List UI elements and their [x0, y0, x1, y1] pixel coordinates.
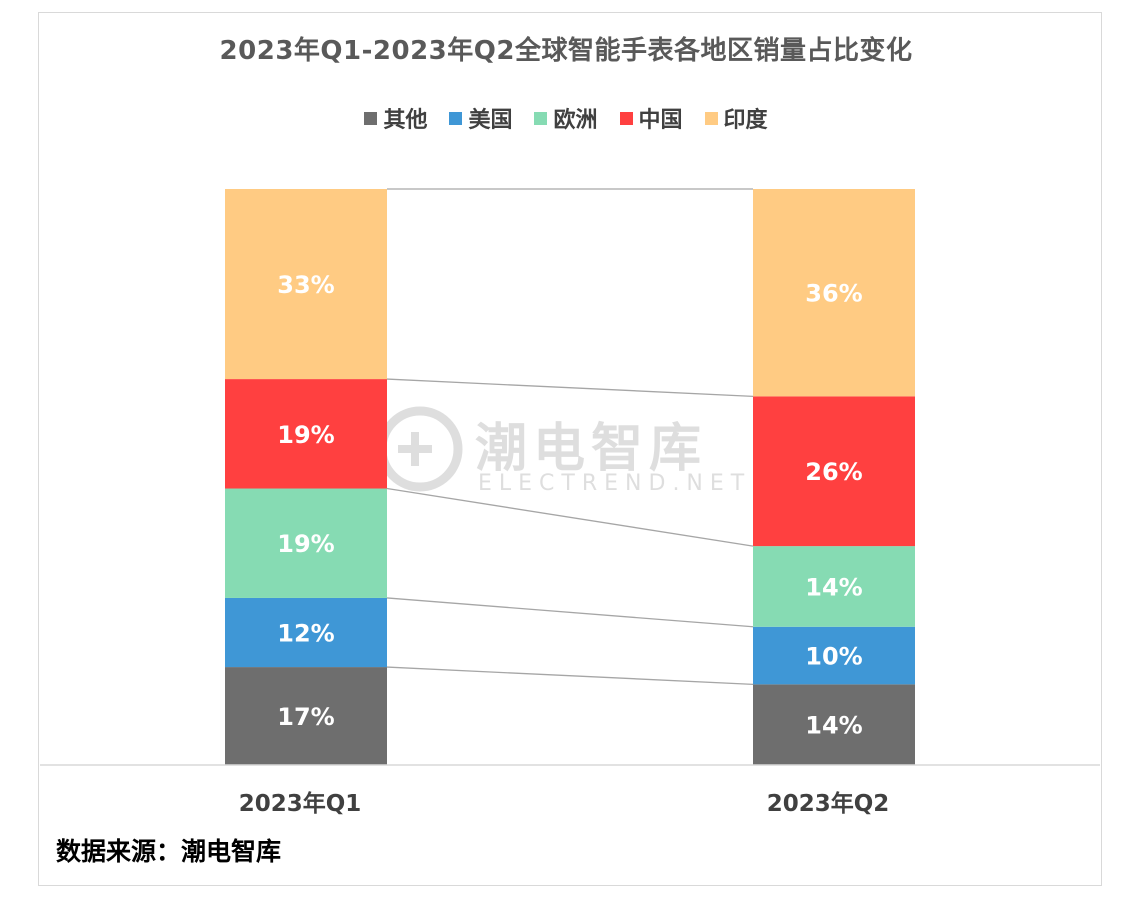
- data-label: 19%: [277, 530, 334, 558]
- legend-swatch: [364, 111, 378, 125]
- data-label: 36%: [805, 280, 862, 308]
- bar-segment: [753, 626, 915, 685]
- data-label: 12%: [277, 620, 334, 648]
- legend-item: 印度: [704, 102, 768, 134]
- legend-item: 其他: [364, 102, 427, 134]
- series-connector-line: [386, 666, 754, 686]
- data-label: 26%: [805, 458, 862, 486]
- data-label: 19%: [277, 421, 334, 449]
- legend-swatch: [534, 111, 548, 125]
- data-label: 17%: [277, 703, 334, 731]
- data-label: 14%: [805, 573, 862, 601]
- legend-label: 中国: [638, 108, 683, 133]
- bar-segment: [225, 189, 387, 380]
- legend-swatch: [449, 111, 463, 125]
- x-tick-label: 2023年Q2: [767, 790, 890, 817]
- legend-swatch: [619, 111, 633, 125]
- chart-frame: [38, 12, 1102, 886]
- data-label: 14%: [805, 712, 862, 740]
- legend-label: 美国: [468, 108, 513, 133]
- data-labels: 17% 12% 19% 19% 33% 14% 10% 14% 26% 36%: [277, 271, 862, 740]
- legend-label: 欧洲: [553, 108, 598, 133]
- watermark-sub-text: ELECTREND.NET: [478, 471, 751, 496]
- legend-swatch: [704, 111, 718, 125]
- bar-segment: [753, 396, 915, 547]
- legend-item: 中国: [619, 102, 683, 134]
- chart-title: 2023年Q1-2023年Q2全球智能手表各地区销量占比变化: [219, 36, 913, 66]
- bar-segment: [753, 546, 915, 627]
- watermark-main-text: 潮电智库: [475, 419, 707, 479]
- bars: [225, 189, 915, 765]
- legend-item: 美国: [449, 102, 512, 134]
- series-connector-line: [386, 487, 754, 547]
- x-axis-tick-labels: 2023年Q1 2023年Q2: [239, 790, 890, 817]
- bar-segment: [225, 597, 387, 668]
- legend-label: 其他: [383, 108, 428, 133]
- data-label: 33%: [277, 271, 334, 299]
- data-label: 10%: [805, 643, 862, 671]
- bar-segment: [225, 379, 387, 489]
- x-tick-label: 2023年Q1: [239, 790, 362, 817]
- series-lines: [386, 188, 754, 686]
- bar-segment: [225, 667, 387, 765]
- bar-segment: [225, 488, 387, 598]
- bar-segment: [753, 189, 915, 397]
- legend-label: 印度: [723, 108, 768, 133]
- watermark: 潮电智库 ELECTREND.NET: [377, 406, 751, 496]
- series-connector-line: [386, 597, 754, 628]
- chart-legend: 其他 美国 欧洲 中国 印度: [0, 102, 1132, 134]
- data-source-note: 数据来源：潮电智库: [56, 837, 282, 866]
- legend-item: 欧洲: [534, 102, 598, 134]
- bar-segment: [753, 684, 915, 765]
- series-connector-line: [386, 378, 754, 398]
